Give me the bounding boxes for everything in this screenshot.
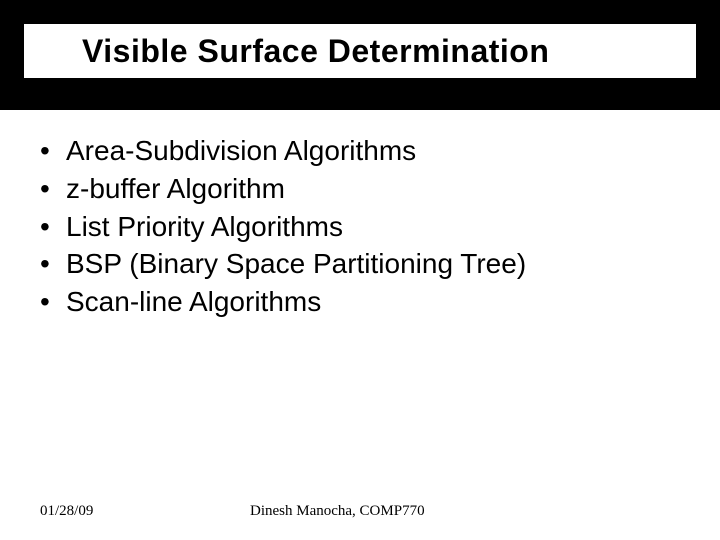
bullet-icon: • — [40, 132, 66, 170]
bullet-list: • Area-Subdivision Algorithms • z-buffer… — [40, 132, 680, 321]
footer: 01/28/09 Dinesh Manocha, COMP770 — [40, 503, 680, 520]
list-item: • BSP (Binary Space Partitioning Tree) — [40, 245, 680, 283]
footer-author: Dinesh Manocha, COMP770 — [250, 503, 680, 520]
title-underline — [0, 104, 720, 110]
list-item: • z-buffer Algorithm — [40, 170, 680, 208]
bullet-text: z-buffer Algorithm — [66, 170, 285, 208]
slide-title: Visible Surface Determination — [82, 33, 549, 70]
title-banner: Visible Surface Determination — [0, 0, 720, 104]
bullet-icon: • — [40, 283, 66, 321]
bullet-text: Area-Subdivision Algorithms — [66, 132, 416, 170]
bullet-text: BSP (Binary Space Partitioning Tree) — [66, 245, 526, 283]
bullet-text: List Priority Algorithms — [66, 208, 343, 246]
content-area: • Area-Subdivision Algorithms • z-buffer… — [40, 132, 680, 321]
list-item: • Area-Subdivision Algorithms — [40, 132, 680, 170]
slide: Visible Surface Determination • Area-Sub… — [0, 0, 720, 540]
list-item: • Scan-line Algorithms — [40, 283, 680, 321]
title-box: Visible Surface Determination — [22, 22, 698, 80]
footer-date: 01/28/09 — [40, 503, 250, 520]
bullet-icon: • — [40, 208, 66, 246]
bullet-icon: • — [40, 245, 66, 283]
list-item: • List Priority Algorithms — [40, 208, 680, 246]
bullet-text: Scan-line Algorithms — [66, 283, 321, 321]
bullet-icon: • — [40, 170, 66, 208]
